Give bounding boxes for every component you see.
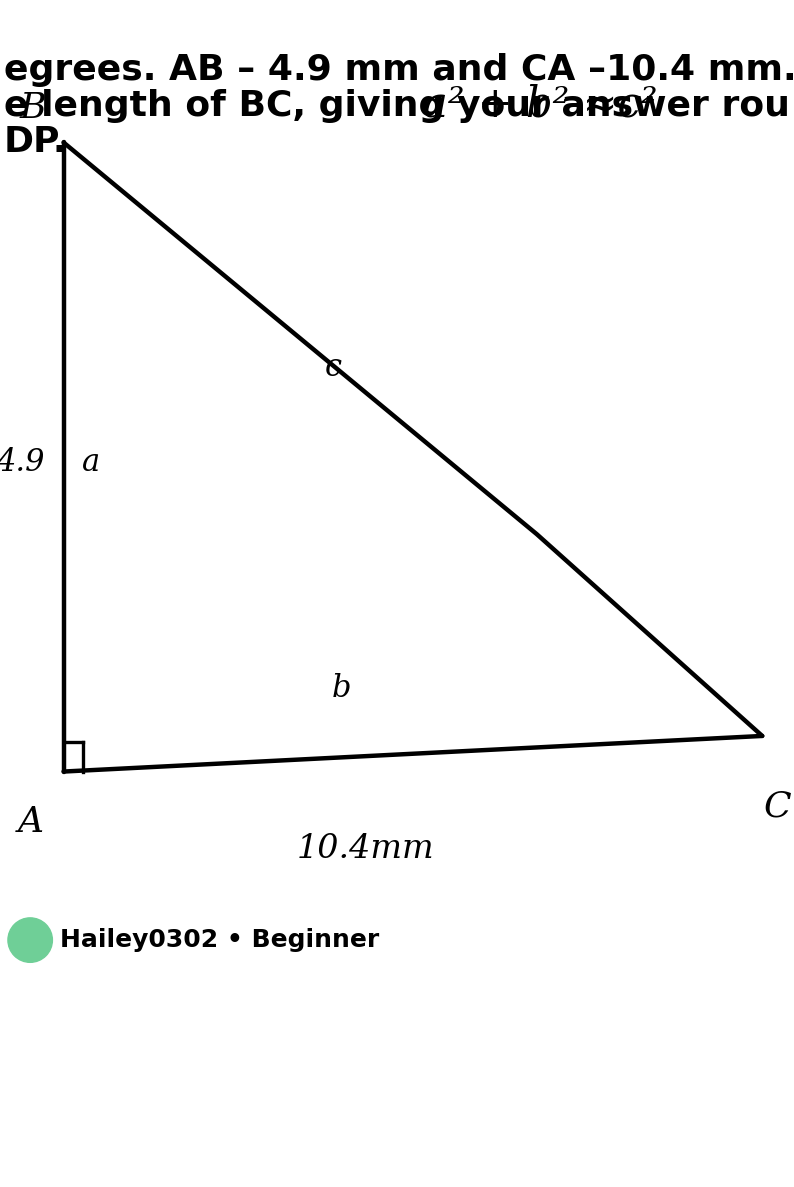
Text: 4.9: 4.9 bbox=[0, 447, 44, 478]
Ellipse shape bbox=[8, 918, 52, 963]
Text: a² + b² ≈c²: a² + b² ≈c² bbox=[422, 83, 657, 125]
Text: a: a bbox=[83, 447, 100, 478]
Text: Hailey0302 • Beginner: Hailey0302 • Beginner bbox=[60, 928, 379, 952]
Text: 10.4mm: 10.4mm bbox=[296, 833, 434, 864]
Text: egrees. AB – 4.9 mm and CA –10.4 mm.: egrees. AB – 4.9 mm and CA –10.4 mm. bbox=[4, 53, 794, 88]
Text: b: b bbox=[332, 673, 351, 704]
Text: B: B bbox=[20, 90, 46, 125]
Text: C: C bbox=[764, 789, 792, 824]
Text: c: c bbox=[325, 353, 342, 383]
Text: e length of BC, giving your answer rou: e length of BC, giving your answer rou bbox=[4, 89, 790, 123]
Text: DP.: DP. bbox=[4, 125, 67, 159]
Text: A: A bbox=[17, 805, 44, 839]
